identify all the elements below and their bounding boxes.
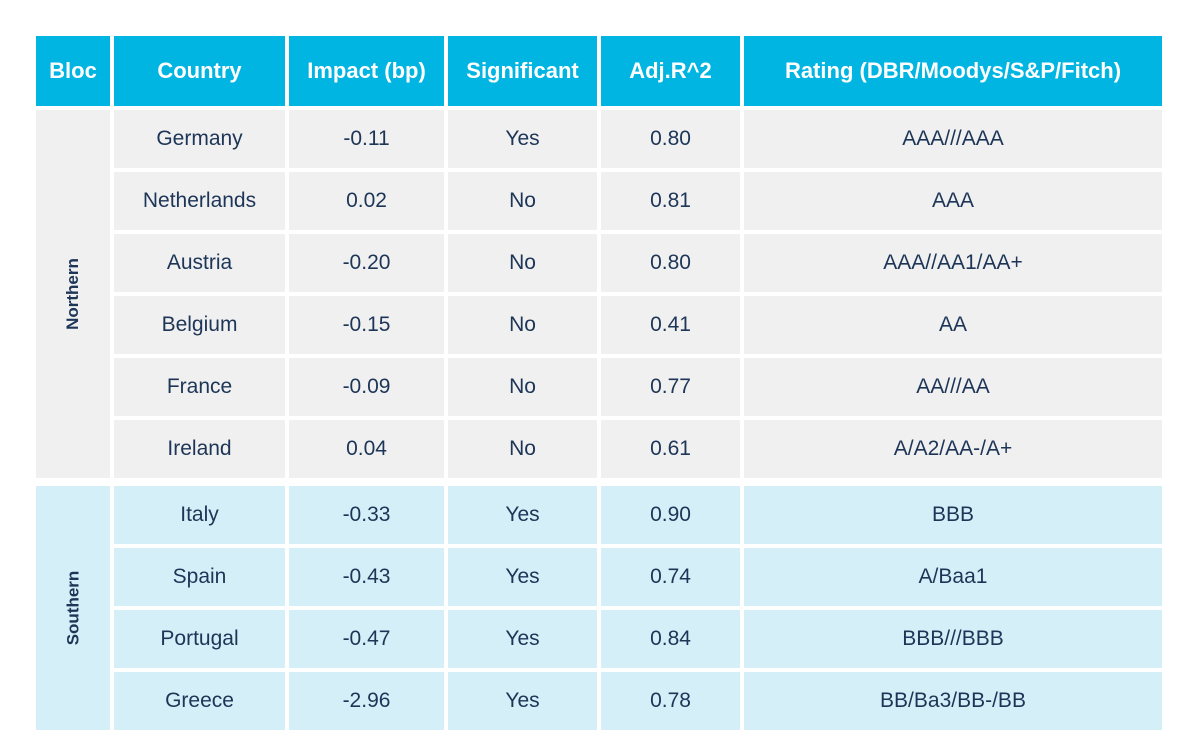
significant-cell: No	[448, 234, 597, 292]
significant-cell: No	[448, 420, 597, 478]
impact-cell: -0.33	[289, 486, 444, 544]
rating-cell: AAA	[744, 172, 1162, 230]
impact-cell: -0.11	[289, 110, 444, 168]
impact-cell: -0.15	[289, 296, 444, 354]
significant-cell: Yes	[448, 548, 597, 606]
adj-r2-cell: 0.77	[601, 358, 740, 416]
country-cell: Greece	[114, 672, 285, 730]
impact-cell: -2.96	[289, 672, 444, 730]
header-rating: Rating (DBR/Moodys/S&P/Fitch)	[744, 36, 1162, 106]
impact-cell: 0.02	[289, 172, 444, 230]
rating-cell: A/A2/AA-/A+	[744, 420, 1162, 478]
country-cell: Portugal	[114, 610, 285, 668]
bloc-cell-northern: Northern	[36, 110, 110, 478]
adj-r2-cell: 0.74	[601, 548, 740, 606]
adj-r2-cell: 0.61	[601, 420, 740, 478]
adj-r2-cell: 0.80	[601, 234, 740, 292]
significant-cell: Yes	[448, 486, 597, 544]
country-cell: Ireland	[114, 420, 285, 478]
header-impact: Impact (bp)	[289, 36, 444, 106]
impact-cell: -0.09	[289, 358, 444, 416]
adj-r2-cell: 0.84	[601, 610, 740, 668]
impact-cell: -0.20	[289, 234, 444, 292]
rating-cell: A/Baa1	[744, 548, 1162, 606]
rating-cell: BB/Ba3/BB-/BB	[744, 672, 1162, 730]
significant-cell: Yes	[448, 672, 597, 730]
country-cell: Italy	[114, 486, 285, 544]
header-significant: Significant	[448, 36, 597, 106]
rating-cell: AA///AA	[744, 358, 1162, 416]
rating-cell: AAA///AAA	[744, 110, 1162, 168]
adj-r2-cell: 0.80	[601, 110, 740, 168]
country-cell: Germany	[114, 110, 285, 168]
adj-r2-cell: 0.41	[601, 296, 740, 354]
impact-cell: -0.43	[289, 548, 444, 606]
country-cell: Austria	[114, 234, 285, 292]
header-country: Country	[114, 36, 285, 106]
bloc-cell-southern: Southern	[36, 486, 110, 730]
ratings-impact-table: Bloc Country Impact (bp) Significant Adj.R^2…	[36, 36, 1162, 730]
country-cell: Belgium	[114, 296, 285, 354]
header-adj-r2: Adj.R^2	[601, 36, 740, 106]
country-cell: France	[114, 358, 285, 416]
country-cell: Spain	[114, 548, 285, 606]
bloc-label: Northern	[63, 258, 82, 330]
impact-cell: -0.47	[289, 610, 444, 668]
significant-cell: No	[448, 296, 597, 354]
significant-cell: Yes	[448, 110, 597, 168]
rating-cell: AA	[744, 296, 1162, 354]
significant-cell: No	[448, 172, 597, 230]
bloc-label: Southern	[63, 570, 83, 646]
rating-cell: AAA//AA1/AA+	[744, 234, 1162, 292]
adj-r2-cell: 0.90	[601, 486, 740, 544]
significant-cell: No	[448, 358, 597, 416]
rating-cell: BBB///BBB	[744, 610, 1162, 668]
significant-cell: Yes	[448, 610, 597, 668]
country-cell: Netherlands	[114, 172, 285, 230]
header-bloc: Bloc	[36, 36, 110, 106]
adj-r2-cell: 0.78	[601, 672, 740, 730]
adj-r2-cell: 0.81	[601, 172, 740, 230]
rating-cell: BBB	[744, 486, 1162, 544]
impact-cell: 0.04	[289, 420, 444, 478]
